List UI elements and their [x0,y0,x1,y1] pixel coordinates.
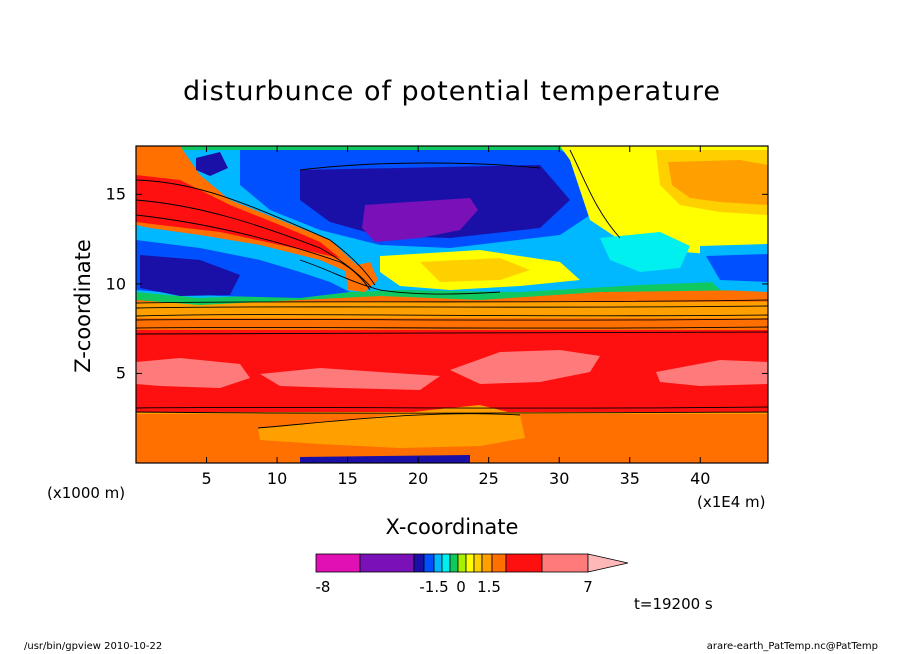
x-tick-label: 15 [337,469,358,488]
x-tick-label: 35 [619,469,640,488]
x-tick-label: 5 [201,469,212,488]
y-tick-label: 15 [105,184,126,204]
colorbar-label: 1.5 [477,578,501,596]
chart-title: disturbunce of potential temperature [183,76,721,107]
x-tick-label: 10 [266,469,288,488]
plot-frame [135,145,769,464]
footer-source-file: arare-earth_PatTemp.nc@PatTemp [706,641,878,652]
colorbar-label: 0 [456,578,466,596]
x-tick-label: 30 [549,469,570,488]
time-label: t=19200 s [634,595,713,613]
y-tick-label: 10 [105,274,126,294]
x-tick-label: 25 [478,469,499,488]
footer-program-date: /usr/bin/gpview 2010-10-22 [24,641,163,652]
x-axis-label: X-coordinate [385,515,519,539]
y-axis-unit: (x1000 m) [47,484,126,502]
x-tick-label: 20 [407,469,429,488]
y-tick-label: 5 [115,363,126,383]
x-axis-unit: (x1E4 m) [697,493,766,511]
colorbar-label: 7 [583,578,593,596]
contour-field [136,146,768,463]
x-tick-label: 40 [690,469,711,488]
colorbar [315,553,629,573]
colorbar-label: -8 [315,578,331,596]
colorbar-label: -1.5 [419,578,449,596]
y-axis-label: Z-coordinate [71,239,95,373]
